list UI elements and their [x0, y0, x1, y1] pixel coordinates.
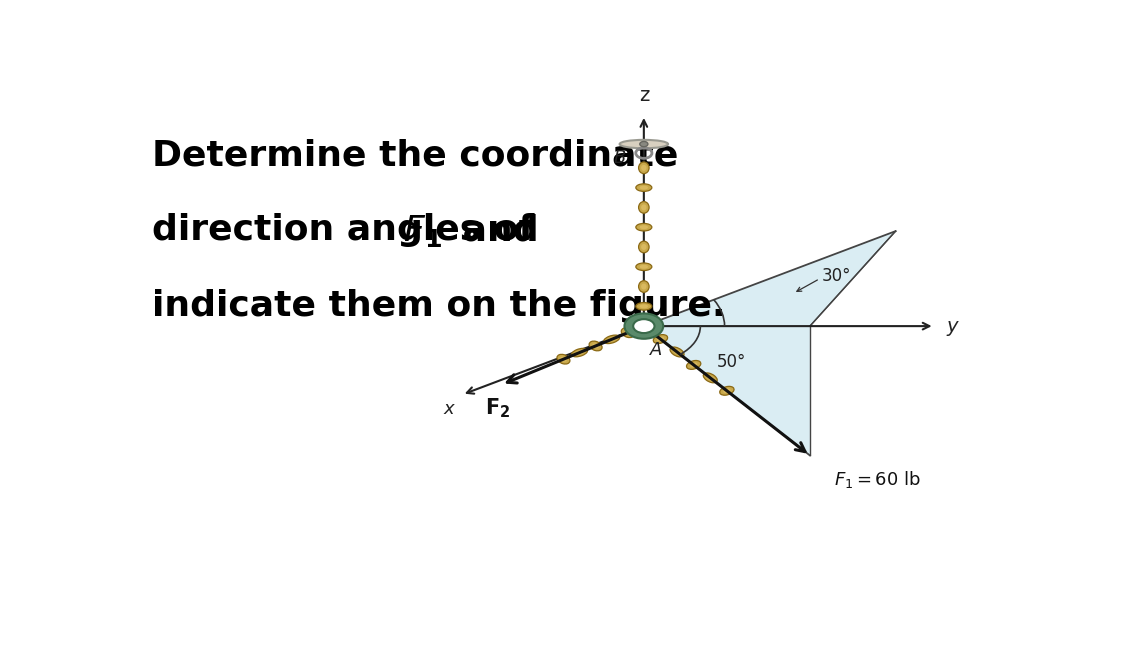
Circle shape	[634, 319, 654, 333]
Text: 50°: 50°	[716, 353, 746, 371]
Text: Determine the coordinate: Determine the coordinate	[152, 138, 678, 173]
Ellipse shape	[636, 223, 652, 231]
Text: and: and	[449, 214, 539, 247]
Ellipse shape	[621, 328, 634, 338]
Ellipse shape	[638, 202, 649, 213]
Ellipse shape	[638, 162, 649, 174]
Text: $F_1 = 60$ lb: $F_1 = 60$ lb	[834, 469, 921, 490]
Ellipse shape	[636, 322, 652, 330]
Ellipse shape	[723, 389, 731, 393]
Ellipse shape	[690, 363, 698, 367]
Ellipse shape	[638, 281, 649, 292]
Ellipse shape	[620, 140, 668, 148]
Ellipse shape	[572, 348, 588, 357]
Ellipse shape	[686, 361, 701, 369]
Ellipse shape	[674, 350, 681, 355]
Ellipse shape	[653, 335, 668, 344]
Ellipse shape	[604, 335, 620, 344]
Text: B: B	[614, 149, 626, 167]
Ellipse shape	[639, 305, 647, 309]
Ellipse shape	[589, 341, 602, 351]
Ellipse shape	[639, 225, 647, 229]
Ellipse shape	[607, 337, 615, 342]
Ellipse shape	[641, 324, 647, 329]
Text: $\mathbf{\mathit{F}}_\mathbf{1}$: $\mathbf{\mathit{F}}_\mathbf{1}$	[403, 214, 442, 249]
Text: indicate them on the figure.: indicate them on the figure.	[152, 288, 725, 323]
Ellipse shape	[639, 186, 647, 189]
Text: A: A	[650, 341, 662, 359]
Ellipse shape	[707, 375, 714, 380]
Ellipse shape	[639, 265, 647, 269]
Text: x: x	[444, 400, 454, 418]
Ellipse shape	[592, 344, 599, 348]
Ellipse shape	[641, 165, 646, 171]
Ellipse shape	[639, 141, 647, 146]
Ellipse shape	[641, 323, 646, 329]
Text: y: y	[947, 316, 958, 336]
Ellipse shape	[638, 241, 649, 253]
Ellipse shape	[636, 303, 652, 310]
Ellipse shape	[636, 263, 652, 271]
Ellipse shape	[638, 320, 649, 332]
Ellipse shape	[560, 357, 567, 362]
Ellipse shape	[720, 386, 735, 395]
Text: z: z	[638, 85, 649, 105]
Ellipse shape	[641, 204, 646, 210]
Text: 30°: 30°	[822, 267, 851, 285]
Ellipse shape	[637, 321, 651, 331]
Ellipse shape	[657, 337, 665, 341]
Ellipse shape	[704, 373, 717, 383]
Text: $\mathbf{F_2}$: $\mathbf{F_2}$	[485, 396, 510, 420]
Ellipse shape	[557, 354, 570, 364]
Ellipse shape	[636, 184, 652, 191]
Ellipse shape	[639, 324, 647, 328]
Ellipse shape	[625, 330, 631, 335]
Ellipse shape	[670, 347, 684, 357]
Ellipse shape	[575, 350, 583, 355]
Circle shape	[625, 313, 664, 339]
Polygon shape	[644, 231, 895, 456]
Ellipse shape	[641, 244, 646, 250]
Text: direction angles of: direction angles of	[152, 214, 547, 247]
Ellipse shape	[641, 284, 646, 290]
